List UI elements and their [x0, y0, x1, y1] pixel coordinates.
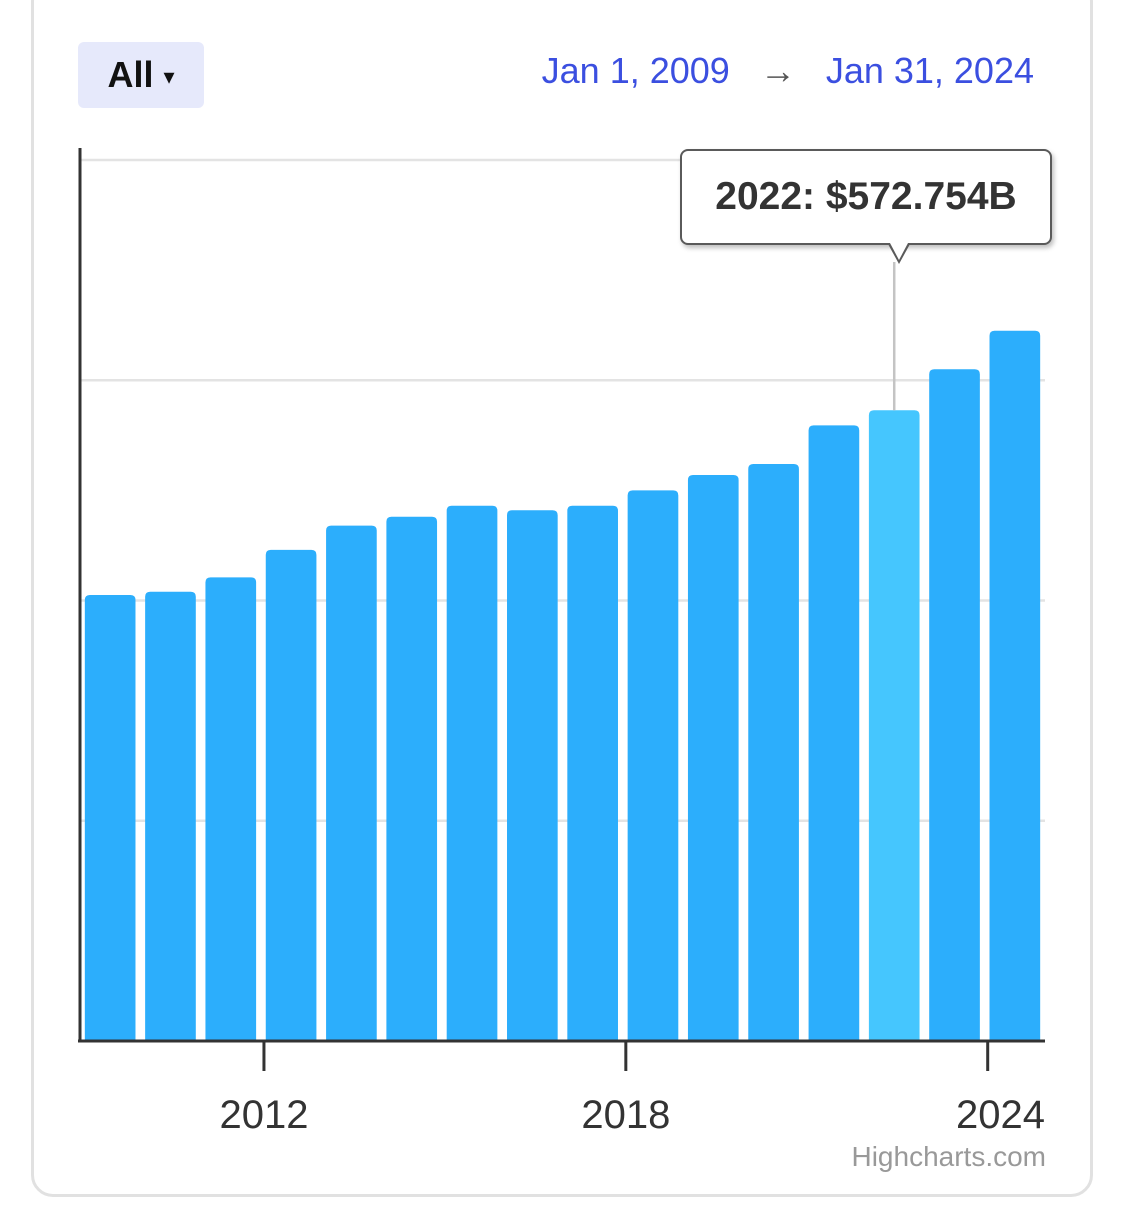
tooltip: 2022: $572.754B — [680, 149, 1052, 245]
axes — [78, 148, 1045, 1043]
tooltip-text: 2022: $572.754B — [715, 175, 1017, 218]
x-axis-ticks: 2012 2018 2024 — [219, 1041, 1045, 1137]
bar-2010[interactable] — [145, 591, 196, 1041]
date-to[interactable]: Jan 31, 2024 — [825, 50, 1034, 91]
bar-2014[interactable] — [386, 516, 438, 1041]
date-range: Jan 1, 2009 → Jan 31, 2024 — [542, 50, 1034, 92]
caret-down-icon: ▾ — [163, 64, 175, 89]
bars — [84, 330, 1041, 1042]
tooltip-pointer-fill — [890, 243, 908, 260]
bar-2020[interactable] — [748, 463, 799, 1041]
arrow-right-icon: → — [759, 50, 796, 91]
bar-2023[interactable] — [929, 369, 980, 1041]
x-tick-label-2024: 2024 — [956, 1093, 1045, 1137]
range-selector-button[interactable]: All ▾ — [78, 42, 204, 108]
bar-2011[interactable] — [205, 577, 257, 1041]
bar-2021[interactable] — [808, 425, 860, 1041]
bar-2013[interactable] — [326, 525, 377, 1041]
bar-2022[interactable] — [868, 410, 920, 1042]
x-tick-label-2012: 2012 — [219, 1093, 308, 1137]
credits-link[interactable]: Highcharts.com — [851, 1141, 1046, 1172]
bar-2024[interactable] — [989, 330, 1041, 1042]
date-from[interactable]: Jan 1, 2009 — [541, 50, 730, 91]
bar-2012[interactable] — [265, 549, 317, 1041]
bar-2016[interactable] — [507, 510, 558, 1041]
range-selector-label: All — [107, 54, 154, 95]
bar-2017[interactable] — [567, 505, 618, 1042]
bar-2015[interactable] — [446, 505, 498, 1042]
bar-2018[interactable] — [627, 490, 679, 1041]
x-tick-label-2018: 2018 — [581, 1093, 670, 1137]
bar-2019[interactable] — [687, 474, 739, 1041]
bar-2009[interactable] — [84, 594, 136, 1041]
